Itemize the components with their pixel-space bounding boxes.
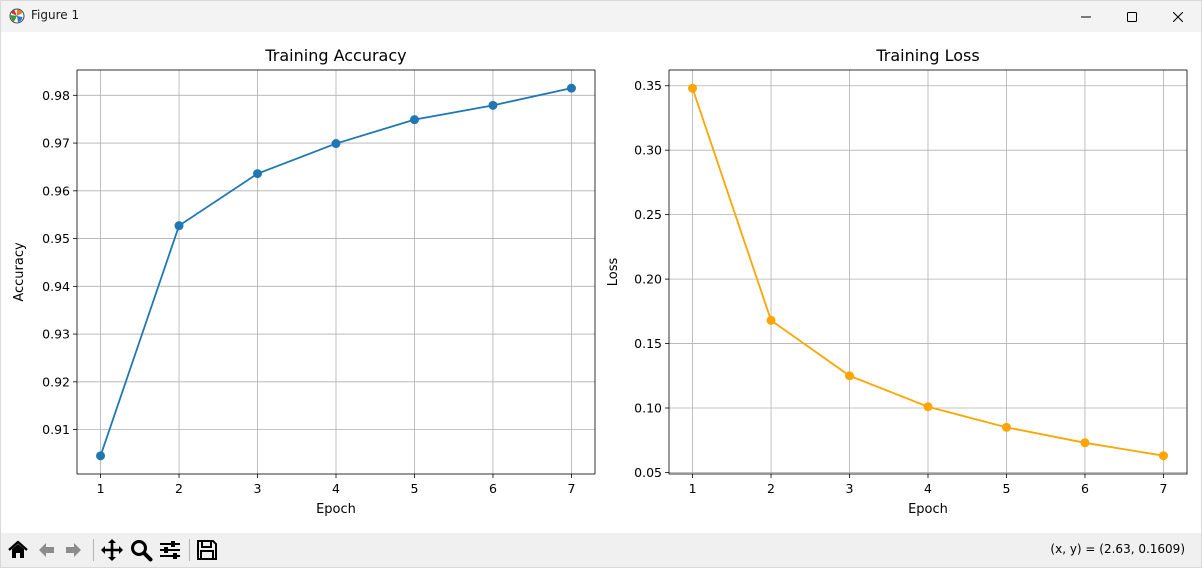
y-tick-label: 0.91: [42, 422, 70, 437]
configure-subplots-icon: [160, 541, 180, 559]
minimize-button[interactable]: [1063, 1, 1109, 32]
data-point: [766, 315, 776, 325]
home-button[interactable]: [6, 538, 30, 562]
back-icon: [39, 543, 54, 557]
x-axis-label: Epoch: [908, 502, 948, 517]
zoom-icon: [131, 540, 153, 562]
data-point: [923, 402, 933, 412]
x-tick-label: 7: [1159, 481, 1167, 496]
forward-icon: [66, 543, 81, 557]
chart-title: Training Loss: [875, 46, 979, 65]
toolbar-separator: [93, 539, 94, 561]
x-tick-label: 2: [767, 481, 775, 496]
x-tick-label: 3: [254, 481, 262, 496]
save-icon: [197, 540, 217, 560]
x-tick-label: 1: [97, 481, 105, 496]
y-tick-label: 0.25: [634, 207, 662, 222]
matplotlib-app-icon: [9, 8, 25, 24]
maximize-icon: [1127, 11, 1137, 22]
forward-button[interactable]: [62, 538, 86, 562]
y-tick-label: 0.94: [42, 279, 70, 294]
data-point: [845, 371, 855, 381]
minimize-icon: [1081, 16, 1091, 17]
back-button[interactable]: [34, 538, 58, 562]
x-tick-label: 4: [332, 481, 340, 496]
maximize-button[interactable]: [1109, 1, 1155, 32]
close-button[interactable]: [1155, 1, 1201, 32]
close-icon: [1173, 11, 1183, 22]
chart-title: Training Accuracy: [264, 46, 406, 65]
data-point: [488, 100, 498, 110]
data-point: [409, 115, 419, 125]
figure-canvas[interactable]: 1 2 3 4 5 6 7 0.91 0.92 0.93 0.94 0.95 0.96 0.97 0.98 T…: [1, 32, 1201, 532]
data-point: [331, 139, 341, 149]
y-tick-label: 0.96: [42, 183, 70, 198]
y-tick-label: 0.95: [42, 231, 70, 246]
y-tick-label: 0.35: [634, 78, 662, 93]
pan-icon: [101, 539, 123, 561]
x-tick-label: 5: [1003, 481, 1011, 496]
data-point: [1001, 422, 1011, 432]
y-axis-label: Loss: [606, 258, 621, 287]
x-tick-label: 4: [924, 481, 932, 496]
home-icon: [8, 540, 28, 558]
title-bar[interactable]: Figure 1: [1, 1, 1201, 32]
x-tick-label: 6: [489, 481, 497, 496]
save-button[interactable]: [195, 538, 219, 562]
data-point: [1080, 438, 1090, 448]
y-tick-label: 0.92: [42, 374, 70, 389]
toolbar-separator: [189, 539, 190, 561]
pan-button[interactable]: [100, 538, 124, 562]
data-point: [174, 221, 184, 231]
y-tick-label: 0.05: [634, 465, 662, 480]
x-tick-label: 6: [1081, 481, 1089, 496]
y-tick-label: 0.93: [42, 327, 70, 342]
data-point: [566, 83, 576, 93]
x-tick-label: 2: [175, 481, 183, 496]
window-title: Figure 1: [31, 8, 80, 22]
zoom-button[interactable]: [129, 538, 153, 562]
navigation-toolbar: (x, y) = (2.63, 0.1609): [1, 533, 1201, 567]
data-point: [96, 451, 106, 461]
data-point: [1158, 451, 1168, 461]
x-tick-label: 7: [567, 481, 575, 496]
configure-subplots-button[interactable]: [158, 538, 182, 562]
y-tick-label: 0.98: [42, 88, 70, 103]
y-tick-label: 0.10: [634, 400, 662, 415]
data-point: [253, 169, 263, 179]
y-tick-label: 0.30: [634, 143, 662, 158]
data-point: [688, 83, 698, 93]
x-tick-label: 1: [689, 481, 697, 496]
plot-area[interactable]: 1 2 3 4 5 6 7 0.91 0.92 0.93 0.94 0.95 0.96 0.97 0.98 T…: [1, 32, 1201, 532]
x-tick-label: 3: [846, 481, 854, 496]
x-axis-label: Epoch: [316, 502, 356, 517]
x-tick-label: 5: [411, 481, 419, 496]
y-tick-label: 0.97: [42, 136, 70, 151]
y-tick-label: 0.20: [634, 272, 662, 287]
cursor-coordinates: (x, y) = (2.63, 0.1609): [1050, 542, 1185, 556]
y-axis-label: Accuracy: [12, 242, 27, 302]
y-tick-label: 0.15: [634, 336, 662, 351]
